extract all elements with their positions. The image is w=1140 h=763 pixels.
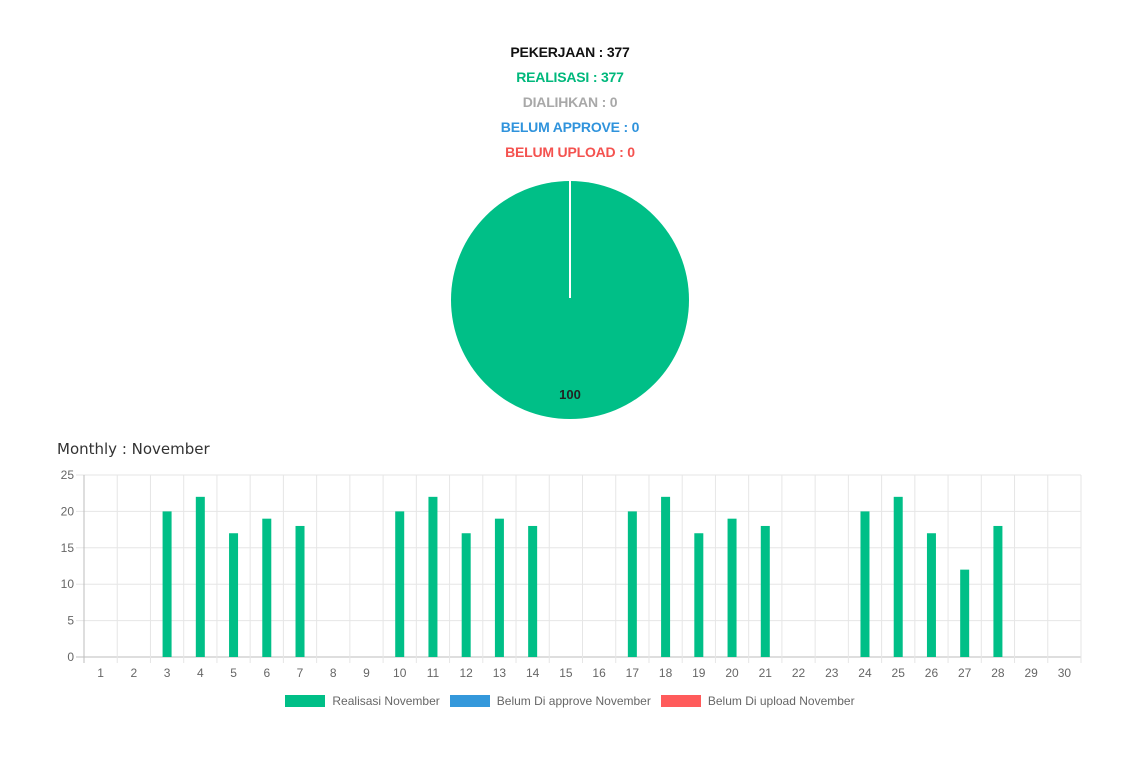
x-tick-label: 5 <box>230 666 237 680</box>
legend-label-belum-approve: Belum Di approve November <box>496 694 651 708</box>
legend-item-belum-approve[interactable]: Belum Di approve November <box>449 694 651 708</box>
bar-0-25[interactable] <box>893 496 903 657</box>
summary-panel: PEKERJAAN : 377 REALISASI : 377 DIALIHKA… <box>0 40 1140 165</box>
realisasi-total: REALISASI : 377 <box>516 69 624 85</box>
x-tick-label: 25 <box>892 666 906 680</box>
legend-swatch-realisasi <box>285 695 326 707</box>
y-tick-label: 5 <box>67 614 74 628</box>
x-tick-label: 3 <box>164 666 171 680</box>
x-tick-label: 10 <box>393 666 407 680</box>
x-tick-label: 1 <box>97 666 104 680</box>
bar-0-17[interactable] <box>627 511 637 657</box>
legend-label-realisasi: Realisasi November <box>332 694 440 708</box>
x-tick-label: 26 <box>925 666 939 680</box>
legend-swatch-belum-upload <box>660 695 701 707</box>
bar-0-5[interactable] <box>229 533 239 657</box>
x-tick-label: 28 <box>991 666 1005 680</box>
bar-0-26[interactable] <box>926 533 936 657</box>
x-tick-label: 6 <box>263 666 270 680</box>
x-tick-label: 7 <box>297 666 304 680</box>
y-tick-label: 25 <box>61 468 75 482</box>
bar-0-7[interactable] <box>295 525 305 657</box>
x-tick-label: 8 <box>330 666 337 680</box>
bar-0-24[interactable] <box>860 511 870 657</box>
x-tick-label: 24 <box>858 666 872 680</box>
legend-label-belum-upload: Belum Di upload November <box>707 694 855 708</box>
pekerjaan-total: PEKERJAAN : 377 <box>510 44 630 60</box>
legend-swatch-belum-approve <box>449 695 490 707</box>
pie-data-label: 100 <box>559 387 581 402</box>
x-tick-label: 14 <box>526 666 540 680</box>
y-tick-label: 20 <box>61 504 75 518</box>
x-tick-label: 19 <box>692 666 706 680</box>
bar-0-4[interactable] <box>195 496 205 657</box>
x-tick-label: 4 <box>197 666 204 680</box>
bar-0-28[interactable] <box>993 525 1003 657</box>
x-tick-label: 11 <box>427 666 440 680</box>
dialihkan-total: DIALIHKAN : 0 <box>522 94 618 110</box>
x-tick-label: 20 <box>725 666 739 680</box>
legend-item-belum-upload[interactable]: Belum Di upload November <box>660 694 855 708</box>
pie-slice-0[interactable] <box>451 181 689 419</box>
x-tick-label: 9 <box>363 666 370 680</box>
x-tick-label: 17 <box>626 666 640 680</box>
bar-0-6[interactable] <box>262 518 272 657</box>
bar-0-20[interactable] <box>727 518 737 657</box>
bar-0-13[interactable] <box>494 518 504 657</box>
x-tick-label: 29 <box>1024 666 1038 680</box>
y-tick-label: 15 <box>61 541 75 555</box>
bar-0-12[interactable] <box>461 533 471 657</box>
x-tick-label: 30 <box>1058 666 1072 680</box>
x-tick-label: 27 <box>958 666 972 680</box>
bar-0-21[interactable] <box>760 525 770 657</box>
bar-0-14[interactable] <box>528 525 538 657</box>
bar-0-11[interactable] <box>428 496 438 657</box>
x-tick-label: 23 <box>825 666 839 680</box>
legend-item-realisasi[interactable]: Realisasi November <box>285 694 440 708</box>
belum-upload-total: BELUM UPLOAD : 0 <box>505 144 635 160</box>
x-tick-label: 18 <box>659 666 673 680</box>
bar-chart-legend: Realisasi November Belum Di approve Nove… <box>0 694 1140 708</box>
x-tick-label: 21 <box>759 666 773 680</box>
bar-0-19[interactable] <box>694 533 704 657</box>
x-tick-label: 13 <box>493 666 507 680</box>
x-tick-label: 2 <box>131 666 138 680</box>
x-tick-label: 16 <box>592 666 606 680</box>
bar-0-3[interactable] <box>162 511 172 657</box>
x-tick-label: 15 <box>559 666 573 680</box>
bar-0-10[interactable] <box>395 511 405 657</box>
monthly-chart-title: Monthly : November <box>57 440 210 458</box>
belum-approve-total: BELUM APPROVE : 0 <box>500 119 640 135</box>
y-tick-label: 10 <box>61 577 75 591</box>
x-tick-label: 12 <box>460 666 474 680</box>
y-tick-label: 0 <box>67 650 74 664</box>
pie-chart: 100 <box>451 180 689 419</box>
x-tick-label: 22 <box>792 666 806 680</box>
bar-0-27[interactable] <box>960 569 970 657</box>
bar-0-18[interactable] <box>661 496 671 657</box>
